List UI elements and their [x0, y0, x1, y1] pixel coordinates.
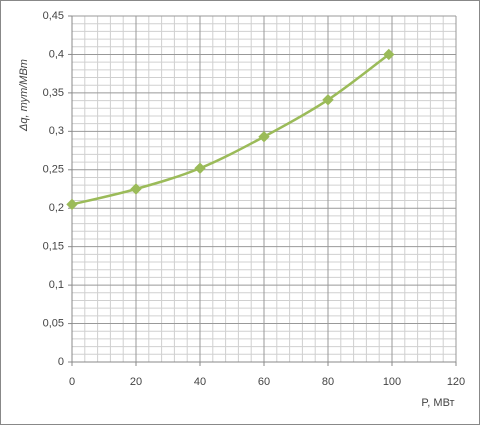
x-tick-label: 120: [447, 376, 465, 388]
y-tick-label: 0,4: [49, 48, 64, 60]
y-axis-label: Δq, тут/МВт: [18, 59, 30, 132]
x-tick-label: 80: [322, 376, 334, 388]
data-line: [71, 53, 390, 206]
y-tick-label: 0,3: [49, 125, 64, 137]
y-tick-label: 0,35: [43, 87, 64, 99]
x-axis-label: P, МВт: [421, 397, 454, 409]
y-tick-label: 0,05: [43, 317, 64, 329]
x-tick-label: 0: [69, 376, 75, 388]
data-marker: [194, 162, 206, 174]
y-tick-label: 0,45: [43, 10, 64, 22]
data-marker: [258, 131, 270, 143]
data-marker: [322, 94, 334, 106]
data-marker: [130, 183, 142, 195]
x-tick-label: 20: [130, 376, 142, 388]
data-marker: [383, 48, 395, 61]
y-tick-label: 0: [58, 356, 64, 368]
y-tick-label: 0,15: [43, 241, 64, 253]
data-marker: [66, 198, 78, 211]
y-tick-label: 0,1: [49, 279, 64, 291]
y-tick-label: 0,25: [43, 164, 64, 176]
x-tick-label: 40: [194, 376, 206, 388]
x-tick-label: 60: [258, 376, 270, 388]
x-tick-label: 100: [383, 376, 401, 388]
y-tick-label: 0,2: [49, 202, 64, 214]
